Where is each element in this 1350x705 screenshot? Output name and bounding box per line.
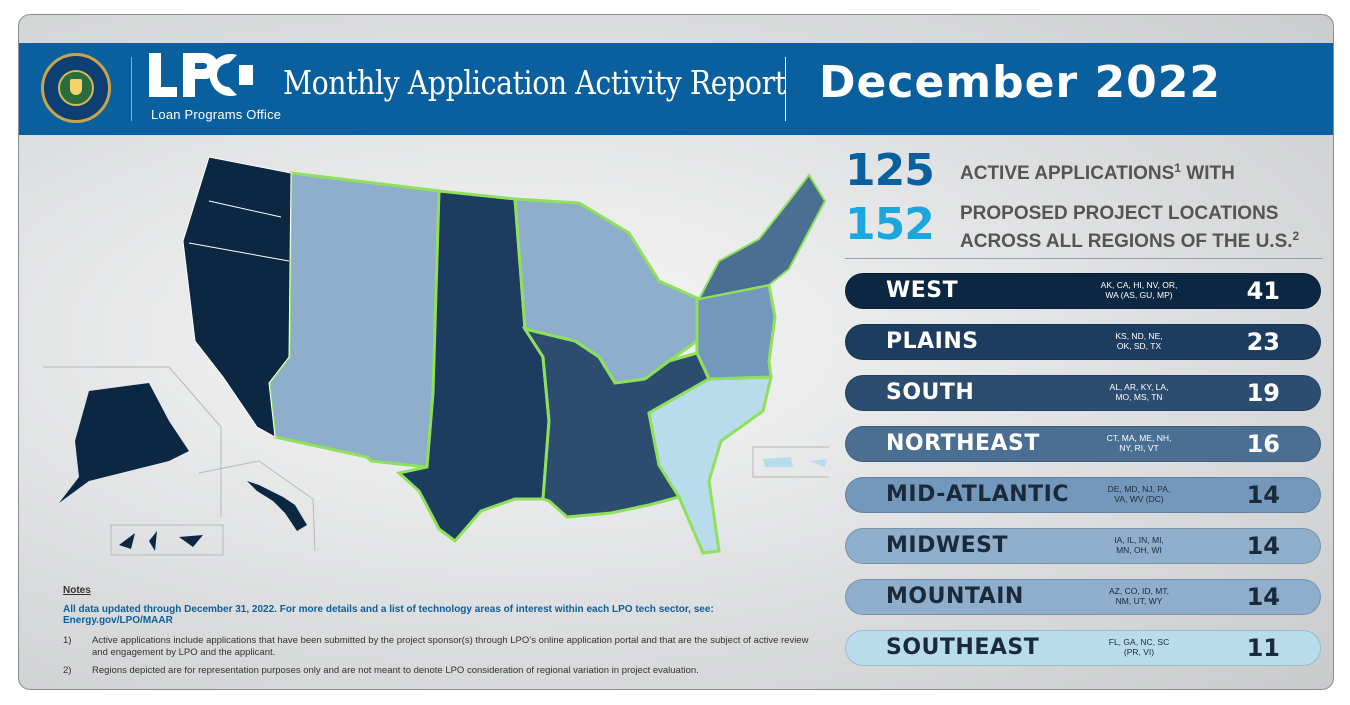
region-count: 19 bbox=[1246, 379, 1280, 407]
region-name: NORTHEAST bbox=[886, 431, 1040, 456]
hawaii-shape bbox=[247, 481, 307, 531]
region-west-shape bbox=[182, 156, 292, 438]
report-title: Monthly Application Activity Report bbox=[283, 63, 786, 102]
proposed-count: 152 bbox=[845, 199, 935, 250]
region-midatlantic-shape bbox=[695, 283, 777, 381]
region-states: KS, ND, NE, OK, SD, TX bbox=[1115, 331, 1163, 351]
note-1: 1) Active applications include applicatio… bbox=[63, 635, 809, 658]
region-count: 23 bbox=[1246, 328, 1280, 356]
note-2: 2) Regions depicted are for representatio… bbox=[63, 665, 699, 676]
proposed-label: PROPOSED PROJECT LOCATIONS ACROSS ALL RE… bbox=[960, 203, 1300, 252]
region-states: AL, AR, KY, LA, MO, MS, TN bbox=[1109, 382, 1169, 402]
notes-lead: All data updated through December 31, 20… bbox=[63, 604, 714, 626]
report-month: December 2022 bbox=[819, 57, 1221, 108]
active-count: 125 bbox=[845, 145, 935, 196]
us-regions-map bbox=[43, 156, 829, 556]
pacific-territories-inset bbox=[110, 524, 224, 556]
header-divider bbox=[131, 57, 132, 121]
proposed-locations-stat: 152 bbox=[845, 199, 935, 250]
region-count: 16 bbox=[1246, 430, 1280, 458]
active-label: ACTIVE APPLICATIONS1 WITH bbox=[960, 161, 1235, 184]
lpo-logo bbox=[149, 53, 253, 97]
report-card: Loan Programs Office Monthly Application… bbox=[18, 14, 1334, 690]
region-name: MOUNTAIN bbox=[886, 584, 1024, 609]
region-row-northeast: NORTHEAST CT, MA, ME, NH, NY, RI, VT 16 bbox=[845, 426, 1321, 462]
region-states: DE, MD, NJ, PA, VA, WV (DC) bbox=[1107, 484, 1171, 504]
region-row-southeast: SOUTHEAST FL, GA, NC, SC (PR, VI) 11 bbox=[845, 630, 1321, 666]
region-states: AK, CA, HI, NV, OR, WA (AS, GU, MP) bbox=[1100, 280, 1178, 300]
region-name: MID-ATLANTIC bbox=[886, 482, 1069, 507]
alaska-shape bbox=[59, 383, 189, 503]
region-states: IA, IL, IN, MI, MN, OH, WI bbox=[1114, 535, 1164, 555]
region-row-mid-atlantic: MID-ATLANTIC DE, MD, NJ, PA, VA, WV (DC) 14 bbox=[845, 477, 1321, 513]
region-states: CT, MA, ME, NH, NY, RI, VT bbox=[1106, 433, 1172, 453]
header-banner: Loan Programs Office Monthly Application… bbox=[19, 43, 1333, 135]
notes-section: Notes All data updated through December … bbox=[63, 585, 823, 683]
region-row-west: WEST AK, CA, HI, NV, OR, WA (AS, GU, MP) 41 bbox=[845, 273, 1321, 309]
region-count: 14 bbox=[1246, 532, 1280, 560]
region-count: 41 bbox=[1246, 277, 1280, 305]
region-row-mountain: MOUNTAIN AZ, CO, ID, MT, NM, UT, WY 14 bbox=[845, 579, 1321, 615]
region-name: SOUTHEAST bbox=[886, 635, 1040, 660]
region-states: AZ, CO, ID, MT, NM, UT, WY bbox=[1109, 586, 1169, 606]
region-row-plains: PLAINS KS, ND, NE, OK, SD, TX 23 bbox=[845, 324, 1321, 360]
region-count: 14 bbox=[1246, 583, 1280, 611]
region-count: 11 bbox=[1246, 634, 1280, 662]
region-name: WEST bbox=[886, 278, 959, 303]
active-applications-stat: 125 bbox=[845, 145, 935, 196]
region-northeast-shape bbox=[697, 173, 827, 301]
region-name: PLAINS bbox=[886, 329, 979, 354]
region-row-south: SOUTH AL, AR, KY, LA, MO, MS, TN 19 bbox=[845, 375, 1321, 411]
doe-seal-logo bbox=[41, 53, 111, 123]
region-count: 14 bbox=[1246, 481, 1280, 509]
lpo-subtitle: Loan Programs Office bbox=[151, 107, 282, 122]
region-name: MIDWEST bbox=[886, 533, 1008, 558]
region-row-midwest: MIDWEST IA, IL, IN, MI, MN, OH, WI 14 bbox=[845, 528, 1321, 564]
region-name: SOUTH bbox=[886, 380, 975, 405]
caribbean-territories-inset bbox=[752, 446, 829, 478]
region-mountain-shape bbox=[267, 171, 441, 469]
title-divider bbox=[785, 57, 786, 121]
notes-heading: Notes bbox=[63, 585, 91, 596]
stats-divider bbox=[845, 258, 1323, 259]
region-states: FL, GA, NC, SC (PR, VI) bbox=[1108, 637, 1170, 657]
